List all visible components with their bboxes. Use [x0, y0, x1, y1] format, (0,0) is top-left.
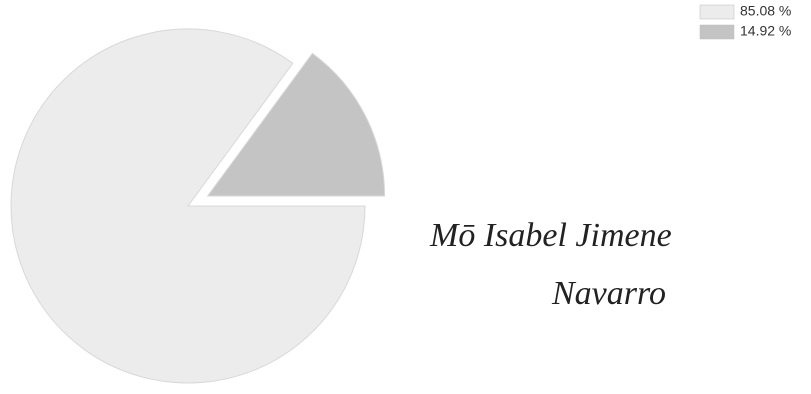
- legend-label: 85.08 %: [740, 3, 791, 19]
- legend-swatch: [699, 24, 735, 40]
- annotation: Mō Isabel Jimene: [429, 217, 672, 254]
- legend-swatch: [699, 4, 735, 20]
- pie-slice: [10, 28, 366, 384]
- annotation: Navarro: [551, 275, 666, 312]
- legend-label: 14.92 %: [740, 23, 791, 39]
- pie-slice: [206, 52, 386, 197]
